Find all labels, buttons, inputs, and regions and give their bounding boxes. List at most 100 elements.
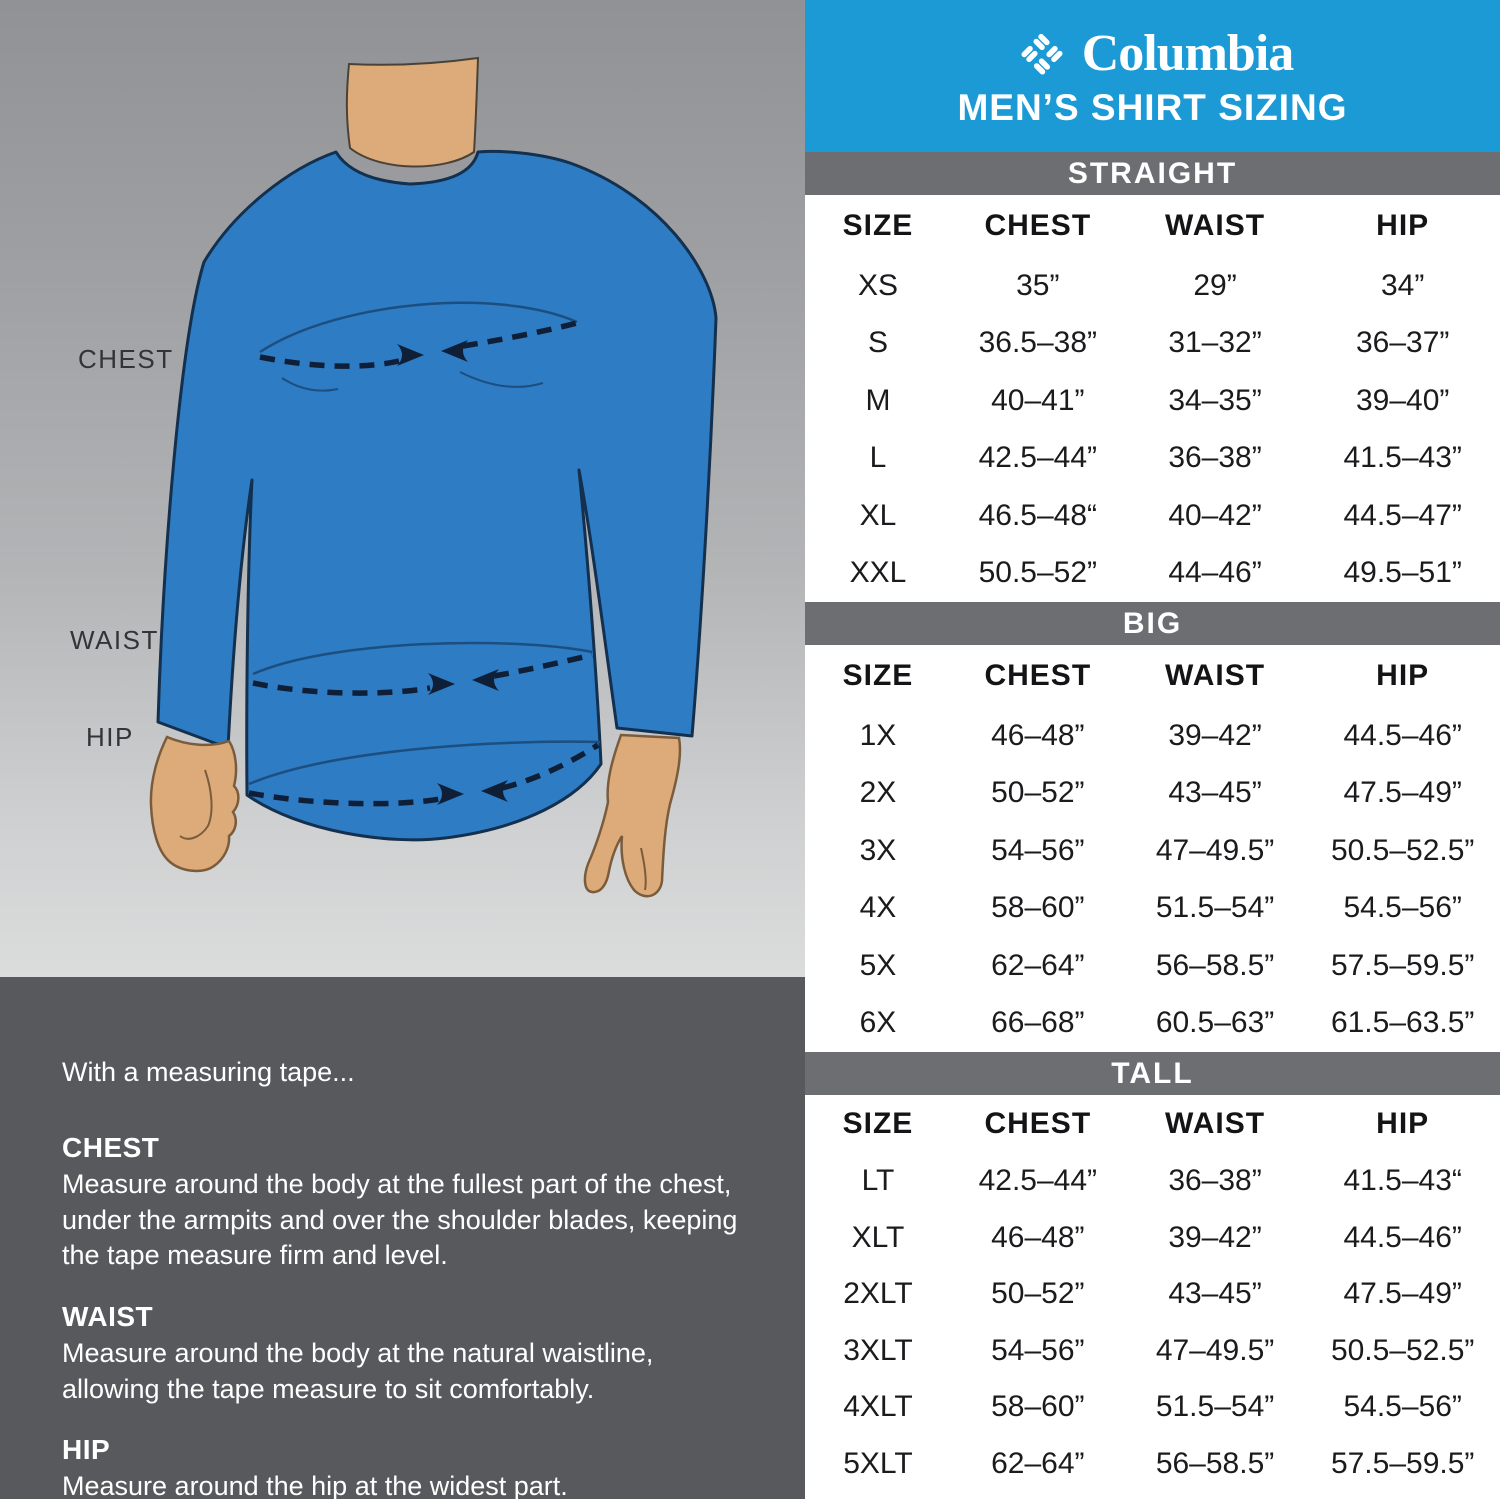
waist-ellipse-arc <box>252 641 593 676</box>
hip-cell: 34” <box>1380 268 1425 302</box>
brand-header: Columbia MEN’S SHIRT SIZING <box>805 0 1500 152</box>
chest-cell: 42.5–44” <box>978 441 1098 475</box>
waist-cell: 36–38” <box>1168 441 1262 475</box>
sizing-tables-pane: Columbia MEN’S SHIRT SIZING STRAIGHT SIZ… <box>805 0 1500 1499</box>
size-cell: 2X <box>859 776 897 810</box>
size-cell: 5XLT <box>843 1446 913 1480</box>
wrinkle-right <box>459 371 544 388</box>
table-row: 4XLT 58–60” 51.5–54” 54.5–56” <box>805 1379 1500 1436</box>
hip-cell: 57.5–59.5” <box>1330 948 1475 982</box>
column-header-hip: HIP <box>1376 1107 1430 1140</box>
chest-cell: 62–64” <box>991 948 1085 982</box>
instructions-intro: With a measuring tape... <box>62 1057 355 1087</box>
table-row: 3XLT 54–56” 47–49.5” 50.5–52.5” <box>805 1323 1500 1380</box>
hip-cell: 41.5–43“ <box>1343 1164 1462 1198</box>
big-band-title: BIG <box>805 602 1500 645</box>
chest-cell: 50–52” <box>991 1277 1085 1311</box>
table-row: 2XLT 50–52” 43–45” 47.5–49” <box>805 1266 1500 1323</box>
waist-cell: 60.5–63” <box>1155 1006 1275 1040</box>
size-cell: 3X <box>859 833 897 867</box>
size-cell: 4XLT <box>843 1390 913 1424</box>
waist-cell: 36–38” <box>1168 1164 1262 1198</box>
size-cell: XS <box>857 268 898 302</box>
column-header-chest: CHEST <box>984 209 1092 242</box>
waist-cell: 29” <box>1193 268 1237 302</box>
chest-cell: 54–56” <box>991 1333 1085 1367</box>
chest-cell: 54–56” <box>991 833 1085 867</box>
chest-instruction-body: Measure around the body at the fullest p… <box>62 1169 738 1271</box>
hip-ellipse-arc <box>248 740 601 786</box>
table-row: 3X 54–56” 47–49.5” 50.5–52.5” <box>805 822 1500 880</box>
straight-band-title: STRAIGHT <box>805 152 1500 195</box>
big-sizing-section: BIG SIZE CHEST WAIST HIP 1X 46–48” 39–42… <box>805 602 1500 1052</box>
column-header-size: SIZE <box>842 1107 914 1140</box>
size-cell: L <box>869 441 887 475</box>
waist-cell: 47–49.5” <box>1155 833 1275 867</box>
hip-cell: 49.5–51” <box>1343 556 1462 590</box>
hip-cell: 50.5–52.5” <box>1330 833 1475 867</box>
waist-cell: 51.5–54” <box>1155 891 1275 925</box>
measurement-diagram: CHEST WAIST HIP <box>0 0 805 977</box>
size-cell: 3XLT <box>843 1333 913 1367</box>
waist-measure-line <box>252 652 593 696</box>
waist-cell: 47–49.5” <box>1155 1333 1275 1367</box>
waist-cell: 43–45” <box>1168 1277 1262 1311</box>
column-header-chest: CHEST <box>984 1107 1092 1140</box>
hip-cell: 50.5–52.5” <box>1330 1333 1475 1367</box>
column-header-chest: CHEST <box>984 659 1092 692</box>
column-header-waist: WAIST <box>1165 1107 1266 1140</box>
waist-cell: 51.5–54” <box>1155 1390 1275 1424</box>
chest-cell: 42.5–44” <box>978 1164 1098 1198</box>
hip-cell: 36–37” <box>1355 326 1450 360</box>
table-row: XS 35” 29” 34” <box>805 257 1500 315</box>
size-cell: 1X <box>859 718 897 752</box>
hip-cell: 44.5–47” <box>1343 498 1462 532</box>
table-row: 6X 66–68” 60.5–63” 61.5–63.5” <box>805 995 1500 1053</box>
mannequin-illustration <box>149 56 718 898</box>
neck-shape <box>345 56 480 168</box>
waist-cell: 34–35” <box>1168 383 1262 417</box>
hip-cell: 54.5–56” <box>1343 1390 1462 1424</box>
size-cell: S <box>867 326 888 360</box>
size-cell: 5X <box>859 948 897 982</box>
size-cell: 2XLT <box>843 1277 913 1311</box>
hip-cell: 57.5–59.5” <box>1330 1446 1475 1480</box>
waist-cell: 31–32” <box>1168 326 1262 360</box>
left-hand <box>149 735 240 873</box>
table-row: 5X 62–64” 56–58.5” 57.5–59.5” <box>805 937 1500 995</box>
chest-cell: 50–52” <box>991 776 1085 810</box>
chest-cell: 46–48” <box>991 718 1085 752</box>
size-cell: M <box>865 383 891 417</box>
measuring-instructions-panel: With a measuring tape... CHEST Measure a… <box>0 977 805 1499</box>
size-cell: XXL <box>849 556 907 590</box>
waist-cell: 39–42” <box>1168 718 1262 752</box>
hip-measure-line <box>248 742 600 807</box>
hip-cell: 54.5–56” <box>1343 891 1462 925</box>
hip-cell: 47.5–49” <box>1343 776 1462 810</box>
chest-cell: 46–48” <box>991 1220 1085 1254</box>
tall-table-header: SIZE CHEST WAIST HIP <box>805 1095 1500 1153</box>
size-cell: LT <box>861 1164 895 1198</box>
waist-cell: 44–46” <box>1168 556 1262 590</box>
chest-cell: 58–60” <box>991 1390 1085 1424</box>
hip-cell: 41.5–43” <box>1343 441 1462 475</box>
chest-cell: 36.5–38” <box>978 326 1098 360</box>
size-cell: XL <box>859 498 897 532</box>
column-header-hip: HIP <box>1376 209 1430 242</box>
hip-cell: 47.5–49” <box>1343 1277 1462 1311</box>
chest-ellipse-arc <box>259 301 578 354</box>
column-header-waist: WAIST <box>1165 659 1266 692</box>
table-row: LT 42.5–44” 36–38” 41.5–43“ <box>805 1153 1500 1210</box>
waist-cell: 39–42” <box>1168 1220 1262 1254</box>
column-header-size: SIZE <box>842 209 914 242</box>
waist-instruction-body: Measure around the body at the natural w… <box>62 1337 654 1404</box>
big-table-header: SIZE CHEST WAIST HIP <box>805 645 1500 707</box>
table-row: XLT 46–48” 39–42” 44.5–46” <box>805 1210 1500 1267</box>
hip-cell: 61.5–63.5” <box>1330 1006 1475 1040</box>
chest-diagram-label: CHEST <box>78 344 174 374</box>
hip-cell: 39–40” <box>1355 383 1450 417</box>
table-row: S 36.5–38” 31–32” 36–37” <box>805 315 1500 373</box>
chest-cell: 62–64” <box>991 1446 1085 1480</box>
table-row: M 40–41” 34–35” 39–40” <box>805 372 1500 430</box>
